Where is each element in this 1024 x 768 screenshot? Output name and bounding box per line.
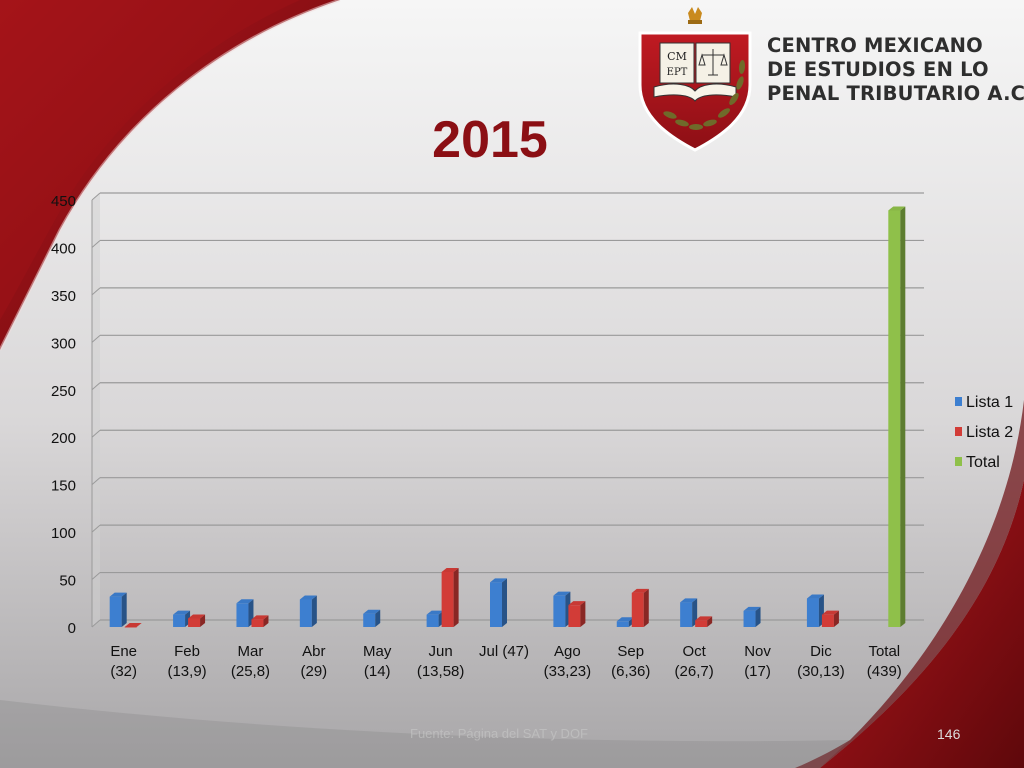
x-category-label: Ene (110, 643, 137, 660)
gridline-depth (91, 619, 101, 628)
laurel-icon (663, 60, 746, 130)
legend-swatch (955, 397, 962, 406)
y-tick-label: 100 (51, 525, 76, 542)
x-category-sublabel: (13,58) (417, 663, 465, 680)
bar-lista-2 (568, 601, 586, 627)
bar-lista-1 (109, 592, 127, 627)
x-category-sublabel: (14) (364, 663, 391, 680)
x-category-label: Jul (47) (479, 643, 529, 660)
bar-lista-1 (743, 606, 761, 627)
gridline-depth (91, 240, 101, 248)
right-swoosh (820, 480, 1024, 768)
x-category-label: Abr (302, 643, 325, 660)
bar-lista-1 (236, 599, 254, 627)
gridline-depth (91, 524, 101, 533)
y-tick-label: 0 (68, 620, 76, 637)
x-category-sublabel: (13,9) (167, 663, 206, 680)
bar-lista-1 (299, 595, 317, 627)
y-tick-label: 50 (59, 573, 76, 590)
y-tick-label: 400 (51, 240, 76, 257)
gridline-depth (91, 572, 101, 580)
bar-lista-2 (631, 588, 649, 627)
x-category-sublabel: (32) (110, 663, 137, 680)
organization-name-line: CENTRO MEXICANO (767, 34, 983, 57)
x-category-label: Sep (617, 643, 644, 660)
x-category-label: Oct (682, 643, 706, 660)
legend-label: Lista 1 (966, 394, 1013, 411)
legend-swatch (955, 457, 962, 466)
x-category-label: Dic (810, 643, 832, 660)
organization-name-line: DE ESTUDIOS EN LO (767, 58, 989, 81)
gridline-depth (91, 334, 101, 343)
bar-lista-1 (490, 578, 507, 627)
gridline-depth (91, 287, 101, 296)
x-category-sublabel: (26,7) (675, 663, 714, 680)
logo-monogram-bottom: EPT (667, 67, 688, 78)
x-category-label: Ago (554, 643, 581, 660)
y-tick-label: 350 (51, 288, 76, 305)
gridline-depth (91, 429, 101, 438)
gridline-depth (91, 382, 101, 391)
scales-icon (695, 42, 731, 84)
bar-lista-1 (553, 591, 571, 627)
gridline-depth (91, 192, 101, 201)
x-category-sublabel: (17) (744, 663, 771, 680)
bar-lista-1 (680, 598, 698, 627)
x-category-label: Nov (744, 643, 771, 660)
crown-icon (688, 7, 702, 21)
organization-name: CENTRO MEXICANO DE ESTUDIOS EN LO PENAL … (767, 34, 1024, 106)
bar-lista-1 (173, 610, 191, 627)
bar-lista-1 (426, 610, 444, 627)
legend-label: Total (966, 454, 1000, 471)
x-category-sublabel: (30,13) (797, 663, 845, 680)
bar-lista-2 (124, 623, 142, 628)
y-tick-label: 200 (51, 430, 76, 447)
x-category-label: Mar (238, 643, 264, 660)
x-category-sublabel: (25,8) (231, 663, 270, 680)
gridline-depth (91, 477, 101, 486)
bar-lista-2 (441, 567, 459, 627)
x-category-sublabel: (6,36) (611, 663, 650, 680)
x-category-label: Feb (174, 643, 200, 660)
bar-lista-2 (188, 614, 206, 627)
logo-monogram-top: CM (667, 50, 687, 63)
slide-title: 2015 (432, 111, 548, 169)
organization-name-line: PENAL TRIBUTARIO A.C. (767, 82, 1024, 105)
x-category-sublabel: (439) (867, 663, 902, 680)
legend-label: Lista 2 (966, 424, 1013, 441)
x-category-sublabel: (29) (301, 663, 328, 680)
bar-lista-1 (806, 594, 824, 627)
page-number: 146 (937, 726, 961, 742)
bar-total (888, 206, 906, 627)
x-category-label: May (363, 643, 392, 660)
bar-lista-2 (821, 610, 839, 627)
chart-floor (92, 620, 924, 627)
legend-swatch (955, 427, 962, 436)
y-tick-label: 300 (51, 335, 76, 352)
chart-side-wall (92, 193, 100, 627)
organization-logo: CM EPT (638, 7, 752, 152)
x-category-label: Total (868, 643, 900, 660)
bar-lista-1 (363, 609, 381, 627)
x-category-sublabel: (33,23) (544, 663, 592, 680)
bar-lista-2 (251, 615, 269, 627)
bar-lista-2 (695, 616, 713, 627)
y-tick-label: 150 (51, 478, 76, 495)
y-tick-label: 250 (51, 383, 76, 400)
y-tick-label: 450 (51, 193, 76, 210)
x-category-label: Jun (429, 643, 453, 660)
footer-source: Fuente: Página del SAT y DOF (410, 726, 588, 741)
